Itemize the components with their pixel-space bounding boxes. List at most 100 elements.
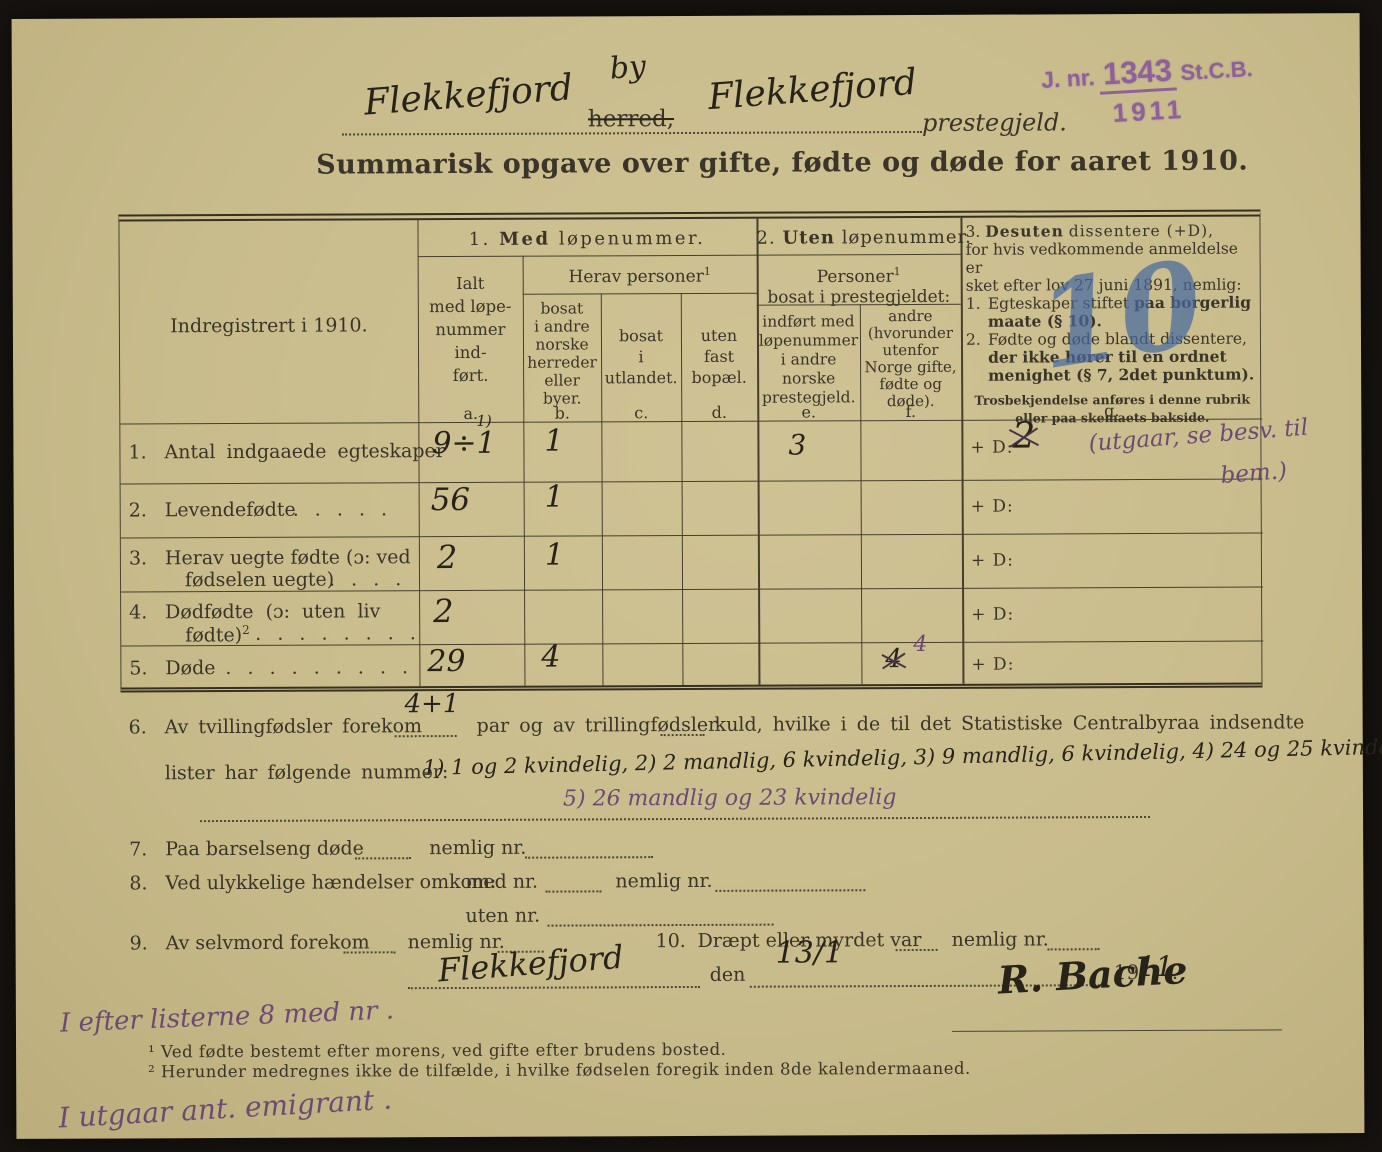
col-e-letter: e. [801, 402, 817, 422]
dotted-line [200, 813, 1151, 823]
section8-med-nr: med nr. [465, 870, 539, 893]
dotted-line [525, 854, 654, 859]
value-a: 2 [433, 592, 454, 631]
value-a: 9÷1 [432, 425, 496, 462]
leader-dots: . . . . . . . . . [225, 656, 409, 680]
plus-d-label: + D: [970, 550, 1014, 571]
col-b-letter: b. [554, 403, 570, 423]
section6-text4: lister har følgende nummer: [164, 761, 449, 785]
value-a: 29 [427, 643, 466, 680]
section8-number: 8. [129, 872, 148, 895]
section8-text: Ved ulykkelige hændelser omkom: [165, 870, 497, 895]
crossed-out-value: 4 [885, 644, 902, 675]
row-label: Dødfødte (ɔ: uten liv [165, 600, 381, 624]
col-b-header: bosat i andre norske herreder eller byer… [527, 299, 597, 408]
dotted-line [547, 921, 774, 927]
col-d-header: uten fast bopæl. [691, 325, 747, 387]
value-a: 56 [430, 481, 471, 519]
section1-number: 1. [468, 228, 491, 250]
section8-nemlig: nemlig nr. [615, 869, 713, 893]
section7-number: 7. [129, 838, 148, 861]
section7-text: Paa barselseng døde [165, 837, 364, 861]
dotted-line [660, 731, 705, 737]
row-label: fødselen uegte) [184, 568, 335, 592]
section9-text: Av selvmord forekom [165, 931, 370, 955]
stamp-suffix: St.C.B. [1179, 56, 1254, 86]
crossed-out-value: 2 [1012, 415, 1036, 457]
col-f-letter: f. [905, 402, 917, 422]
handwritten-place-right: Flekkefjord [706, 61, 919, 119]
value-a: 2 [436, 538, 458, 577]
journal-stamp: J. nr. 1343 St.C.B. 1911 [1040, 48, 1256, 133]
section9-number: 9. [129, 932, 148, 955]
value-b: 1 [544, 537, 565, 573]
col-c-letter: c. [634, 403, 649, 423]
section7-nemlig: nemlig nr. [429, 836, 527, 860]
section6-number: 6. [128, 716, 147, 739]
section1-bold: Med [499, 228, 551, 250]
leader-dots: . . . . . . . . [255, 622, 416, 645]
stamp-prefix: J. nr. [1040, 63, 1096, 93]
signature-rule [951, 1029, 1282, 1032]
row-number: 1. [128, 441, 147, 464]
table-row-header: Indregistrert i 1910. [170, 314, 368, 338]
plus-d-label: + D: [971, 604, 1015, 625]
section10-number: 10. [655, 930, 686, 953]
rule [522, 292, 758, 295]
rule [120, 478, 1263, 485]
rule [120, 532, 1263, 539]
col-f-header: andre (hvorunder utenfor Norge gifte, fø… [864, 306, 957, 411]
section10-nemlig: nemlig nr. [951, 928, 1049, 951]
stamp-year: 1911 [1111, 93, 1186, 128]
row-number: 3. [128, 547, 148, 570]
prestegjeld-label: prestegjeld. [921, 108, 1067, 137]
leader-dots: . . . . . [292, 498, 388, 521]
dotted-line [545, 888, 602, 893]
col-d-letter: d. [711, 402, 727, 422]
footnote-1: ¹ Ved fødte bestemt efter morens, ved gi… [148, 1039, 727, 1062]
form-title: Summarisk opgave over gifte, fødte og dø… [316, 145, 1249, 181]
handwritten-date: 13/1 [775, 935, 844, 971]
value-b: 4 [541, 639, 561, 675]
value-e: 3 [788, 428, 807, 462]
plus-d-label: + D: [970, 496, 1014, 517]
section1-rest: løpenummer. [558, 227, 706, 250]
col-g-letter: g. [1104, 401, 1120, 421]
value-a-sup: 1) [476, 411, 492, 430]
dotted-line [343, 949, 396, 954]
handwritten-signature-name: R. Bache [996, 946, 1189, 1003]
dotted-line [1047, 946, 1100, 951]
dotted-line [895, 946, 938, 952]
handwritten-list-numbers: 1) 1 og 2 kvindelig, 2) 2 mandlig, 6 kvi… [422, 734, 1382, 780]
col-c-header: bosat i utlandet. [604, 326, 678, 388]
value-b: 1 [544, 423, 564, 459]
row-label: Levendefødte [164, 498, 296, 522]
dotted-line [394, 733, 457, 738]
handwritten-by: by [608, 48, 648, 87]
herav-personer-header: Herav personer1 [568, 264, 711, 288]
section2-header: 2. Uten løpenummer. [756, 226, 972, 249]
row-label: fødte)2 [185, 622, 250, 647]
row-label: Herav uegte fødte (ɔ: ved [164, 546, 411, 570]
col-a-letter: a. [463, 403, 479, 423]
handwritten-twins-count: 4+1 [404, 688, 460, 720]
plus-d-label: + D: [970, 437, 1014, 458]
value-b: 1 [544, 479, 564, 515]
section6-text3: kuld, hvilke i de til det Statistiske Ce… [714, 711, 1305, 736]
leader-dots: . . . . [328, 568, 402, 591]
corrected-value: 4 [913, 631, 928, 658]
scanned-form-paper: J. nr. 1343 St.C.B. 1911 by Flekkefjord … [11, 13, 1382, 1139]
purple-margin-note-left: I efter listerne 8 med nr . [59, 995, 395, 1039]
rule [960, 217, 965, 684]
row-label: Døde [165, 657, 216, 680]
den-label: den [709, 963, 746, 986]
dotted-line [355, 855, 412, 860]
stamp-number: 1343 [1098, 52, 1178, 95]
footnote-2: ² Herunder medregnes ikke de tilfælde, i… [148, 1058, 971, 1082]
handwritten-list-numbers-2: 5) 26 mandlig og 23 kvindelig [562, 785, 897, 812]
row-number: 5. [129, 657, 148, 680]
col-a-header: Ialt med løpe- nummer ind- ført. [429, 273, 512, 386]
col-e-header: indført med løpenummer i andre norske pr… [758, 312, 859, 407]
section6-text1: Av tvillingfødsler forekom [164, 715, 423, 739]
plus-d-label: + D: [971, 654, 1015, 675]
